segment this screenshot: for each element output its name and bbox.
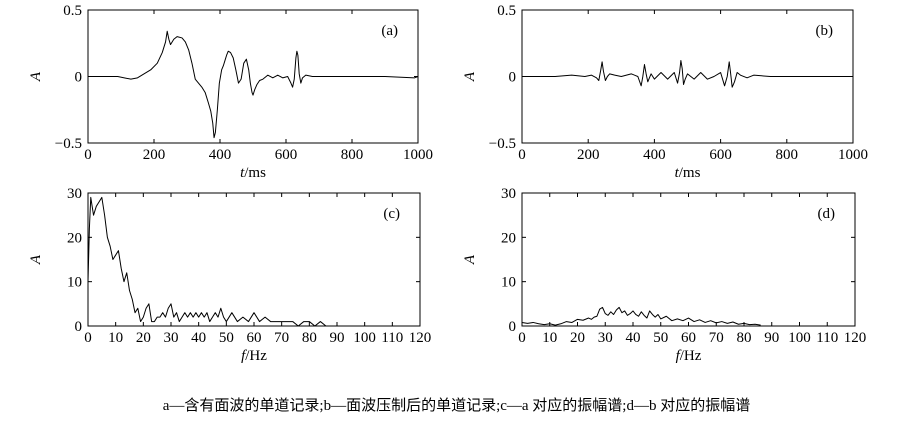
x-tick-label: 0 bbox=[518, 330, 526, 346]
x-tick-label: 20 bbox=[136, 330, 151, 346]
x-tick-label: 80 bbox=[302, 330, 317, 346]
panel-d: 0 10 20 30 40 50 60 70 80 90 100 110 120 0 10 20 30 Af/Hz… bbox=[462, 186, 866, 364]
plot-frame bbox=[87, 192, 421, 327]
x-tick-label: 400 bbox=[209, 147, 232, 163]
x-axis-unit: /Hz bbox=[245, 348, 267, 364]
x-tick-label: 40 bbox=[191, 330, 206, 346]
y-tick-label: −0.5 bbox=[55, 136, 82, 152]
y-tick-label: 10 bbox=[501, 275, 516, 291]
y-tick-label: 30 bbox=[67, 186, 82, 202]
y-axis-label: A bbox=[462, 254, 478, 265]
x-tick-label: 0 bbox=[84, 330, 92, 346]
x-tick-label: 200 bbox=[577, 147, 600, 163]
x-tick-label: 800 bbox=[776, 147, 799, 163]
series-line bbox=[521, 306, 761, 326]
y-tick-label: 0.5 bbox=[63, 3, 82, 19]
x-tick-label: 10 bbox=[542, 330, 557, 346]
panel-label: (c) bbox=[383, 206, 400, 222]
x-axis-label: f/Hz bbox=[676, 348, 702, 364]
x-tick-label: 0 bbox=[84, 147, 92, 163]
x-axis-unit: /ms bbox=[244, 165, 266, 181]
panel-label: (d) bbox=[818, 206, 836, 222]
x-tick-label: 110 bbox=[381, 330, 403, 346]
x-tick-label: 70 bbox=[274, 330, 289, 346]
x-tick-label: 600 bbox=[709, 147, 732, 163]
x-axis-label: t/ms bbox=[240, 165, 266, 181]
x-tick-label: 60 bbox=[681, 330, 696, 346]
panel-c: 0 10 20 30 40 50 60 70 80 90 100 110 120 0 10 20 30 Af/Hz… bbox=[28, 186, 431, 364]
x-tick-label: 120 bbox=[409, 330, 432, 346]
figure-caption: a—含有面波的单道记录;b—面波压制后的单道记录;c—a 对应的振幅谱;d—b … bbox=[162, 398, 751, 414]
y-tick-label: 0.5 bbox=[497, 3, 516, 19]
x-tick-label: 30 bbox=[164, 330, 179, 346]
y-tick-label: 0 bbox=[75, 319, 83, 335]
x-axis-variable: t bbox=[675, 165, 680, 181]
x-tick-label: 70 bbox=[709, 330, 724, 346]
y-tick-label: 0 bbox=[509, 70, 517, 86]
y-tick-label: 30 bbox=[501, 186, 516, 202]
x-tick-label: 100 bbox=[353, 330, 376, 346]
series-line bbox=[88, 30, 419, 139]
x-tick-label: 90 bbox=[764, 330, 779, 346]
x-tick-label: 110 bbox=[816, 330, 838, 346]
series-line bbox=[522, 60, 853, 88]
x-tick-label: 200 bbox=[143, 147, 166, 163]
panel-b: 0 200 400 600 800 1000−0.500.5At/ms(b) bbox=[462, 3, 868, 181]
x-tick-label: 50 bbox=[219, 330, 234, 346]
y-tick-label: −0.5 bbox=[489, 136, 516, 152]
x-tick-label: 50 bbox=[653, 330, 668, 346]
x-axis-unit: /ms bbox=[679, 165, 701, 181]
x-tick-label: 800 bbox=[341, 147, 364, 163]
x-tick-label: 1000 bbox=[403, 147, 433, 163]
y-tick-label: 10 bbox=[67, 275, 82, 291]
x-tick-label: 120 bbox=[844, 330, 867, 346]
x-tick-label: 400 bbox=[643, 147, 666, 163]
x-axis-label: t/ms bbox=[675, 165, 701, 181]
x-tick-label: 40 bbox=[626, 330, 641, 346]
panel-a: 0 200 400 600 800 1000−0.500.5At/ms(a) bbox=[28, 3, 433, 181]
series-line bbox=[87, 196, 327, 327]
y-axis-label: A bbox=[28, 254, 44, 265]
y-axis-label: A bbox=[28, 71, 44, 82]
x-tick-label: 60 bbox=[247, 330, 262, 346]
y-tick-label: 20 bbox=[67, 230, 82, 246]
y-tick-label: 20 bbox=[501, 230, 516, 246]
x-tick-label: 30 bbox=[598, 330, 613, 346]
x-tick-label: 100 bbox=[788, 330, 811, 346]
x-tick-label: 10 bbox=[108, 330, 123, 346]
x-axis-label: f/Hz bbox=[241, 348, 267, 364]
x-tick-label: 20 bbox=[570, 330, 585, 346]
x-axis-variable: f bbox=[241, 348, 247, 364]
x-axis-unit: /Hz bbox=[680, 348, 702, 364]
plot-frame bbox=[521, 192, 856, 327]
x-tick-label: 80 bbox=[737, 330, 752, 346]
x-tick-label: 0 bbox=[518, 147, 526, 163]
x-axis-variable: f bbox=[676, 348, 682, 364]
y-tick-label: 0 bbox=[509, 319, 517, 335]
x-axis-variable: t bbox=[240, 165, 245, 181]
y-axis-label: A bbox=[462, 71, 478, 82]
x-tick-label: 600 bbox=[275, 147, 298, 163]
y-tick-label: 0 bbox=[75, 70, 83, 86]
panel-label: (b) bbox=[816, 23, 834, 39]
x-tick-label: 1000 bbox=[838, 147, 868, 163]
panel-label: (a) bbox=[381, 23, 398, 39]
x-tick-label: 90 bbox=[330, 330, 345, 346]
